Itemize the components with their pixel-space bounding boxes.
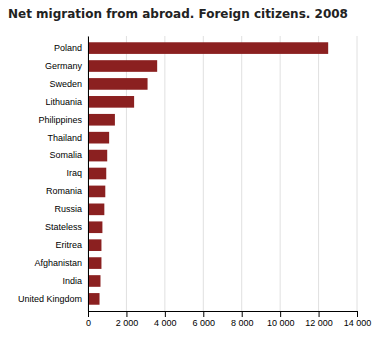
y-tick: Somalia xyxy=(49,150,82,160)
grid-line xyxy=(126,36,127,311)
y-tick-label: Romania xyxy=(46,186,82,196)
y-tick: Thailand xyxy=(47,133,82,143)
bar xyxy=(88,114,115,126)
y-axis-line xyxy=(88,37,89,312)
x-tick: 2 000 xyxy=(116,311,139,328)
x-tick: 0 xyxy=(86,311,91,328)
grid-line xyxy=(318,36,319,311)
y-tick: Stateless xyxy=(45,222,83,232)
bar xyxy=(88,186,105,198)
plot: 0 2 000 4 000 6 000 8 000 10 000 12 000 14 000 U… xyxy=(18,36,371,328)
y-tick: Poland xyxy=(54,43,82,53)
bar xyxy=(88,132,109,144)
bar xyxy=(88,204,104,216)
y-tick: Iraq xyxy=(66,168,82,178)
grid xyxy=(88,36,357,311)
bar xyxy=(88,42,328,54)
y-tick: Lithuania xyxy=(45,97,82,107)
y-tick-label: Poland xyxy=(54,43,82,53)
y-tick-label: Thailand xyxy=(47,133,82,143)
x-tick-label: 2 000 xyxy=(116,318,139,328)
x-tick-mark xyxy=(357,311,358,317)
bar xyxy=(88,275,100,287)
grid-line xyxy=(88,36,89,311)
title: Net migration from abroad. Foreign citiz… xyxy=(8,7,348,21)
y-tick-label: India xyxy=(62,276,82,286)
y-tick-label: Germany xyxy=(45,61,83,71)
x-tick-label: 0 xyxy=(86,318,91,328)
y-tick: Romania xyxy=(46,186,82,196)
x-tick: 6 000 xyxy=(193,311,216,328)
bar xyxy=(88,221,102,233)
y-tick-label: Somalia xyxy=(49,150,82,160)
x-tick-label: 4 000 xyxy=(154,318,177,328)
bar xyxy=(88,78,148,90)
x-tick: 8 000 xyxy=(231,311,254,328)
y-tick: Eritrea xyxy=(55,240,82,250)
y-tick: Sweden xyxy=(49,79,82,89)
y-tick: Russia xyxy=(54,204,82,214)
x-tick-label: 8 000 xyxy=(231,318,254,328)
bar xyxy=(88,60,157,72)
x-tick: 14 000 xyxy=(344,311,372,328)
x-tick-label: 6 000 xyxy=(193,318,216,328)
y-tick: United Kingdom xyxy=(18,294,82,304)
x-tick-mark xyxy=(126,311,127,317)
x-tick: 12 000 xyxy=(305,311,333,328)
y-tick-label: United Kingdom xyxy=(18,294,82,304)
x-tick-mark xyxy=(203,311,204,317)
x-tick-mark xyxy=(165,311,166,317)
bar xyxy=(88,293,100,305)
y-tick: India xyxy=(62,276,82,286)
y-tick: Philippines xyxy=(38,115,82,125)
x-axis-line xyxy=(89,312,358,318)
x-tick-label: 14 000 xyxy=(344,318,372,328)
y-tick-label: Afghanistan xyxy=(34,258,82,268)
bar xyxy=(88,239,101,251)
chart: Net migration from abroad. Foreign citiz… xyxy=(0,0,379,337)
grid-line xyxy=(280,36,281,311)
y-tick: Germany xyxy=(45,61,83,71)
y-tick-label: Stateless xyxy=(45,222,83,232)
y-tick-label: Iraq xyxy=(66,168,82,178)
y-axis: United Kingdom India Afghanistan Eritrea Sta… xyxy=(18,37,89,312)
x-tick: 10 000 xyxy=(267,311,295,328)
x-tick-mark xyxy=(280,311,281,317)
y-tick-label: Sweden xyxy=(49,79,82,89)
grid-line xyxy=(203,36,204,311)
bars xyxy=(88,42,328,304)
y-tick: Afghanistan xyxy=(34,258,82,268)
y-tick-label: Philippines xyxy=(38,115,82,125)
x-tick-mark xyxy=(88,311,89,317)
bar xyxy=(88,96,134,108)
y-tick-label: Russia xyxy=(54,204,82,214)
bar xyxy=(88,150,107,162)
bar xyxy=(88,168,106,180)
grid-line xyxy=(357,36,358,311)
x-tick-mark xyxy=(319,311,320,317)
grid-line xyxy=(241,36,242,311)
x-tick: 4 000 xyxy=(154,311,177,328)
grid-line xyxy=(164,36,165,311)
x-tick-label: 12 000 xyxy=(305,318,333,328)
bar xyxy=(88,257,101,269)
y-tick-label: Lithuania xyxy=(45,97,82,107)
x-tick-label: 10 000 xyxy=(267,318,295,328)
x-axis: 0 2 000 4 000 6 000 8 000 10 000 12 000 14 000 xyxy=(86,311,371,328)
x-tick-mark xyxy=(242,311,243,317)
y-tick-label: Eritrea xyxy=(55,240,82,250)
